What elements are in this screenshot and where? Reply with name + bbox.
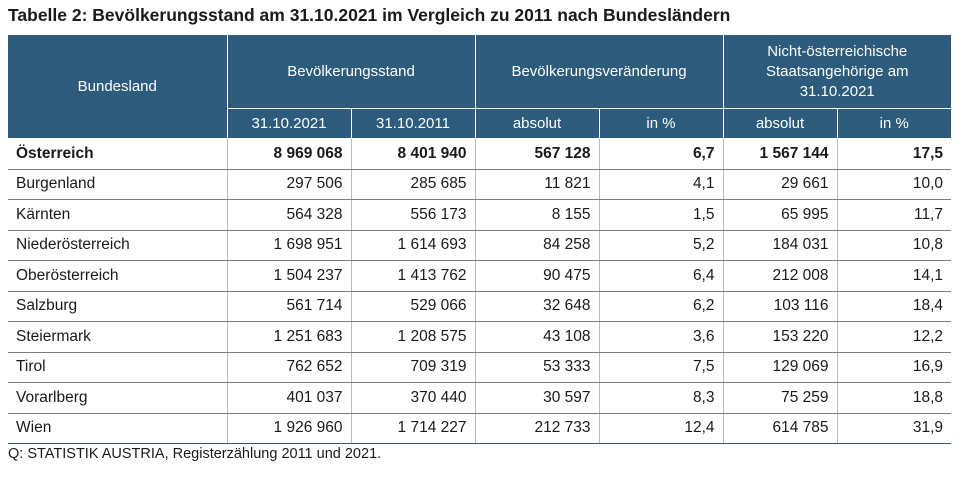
cell-value: 8 155 [475, 199, 600, 231]
cell-bundesland: Österreich [8, 138, 228, 170]
cell-value: 75 259 [723, 382, 838, 414]
cell-value: 6,4 [599, 260, 724, 292]
table-row: Oberösterreich 1 504 237 1 413 762 90 475 6,… [8, 260, 951, 292]
cell-value: 11,7 [837, 199, 951, 231]
cell-value: 6,2 [599, 291, 724, 322]
cell-value: 184 031 [723, 230, 838, 261]
cell-value: 1 926 960 [227, 413, 352, 444]
cell-value: 103 116 [723, 291, 838, 322]
cell-bundesland: Niederösterreich [8, 230, 228, 261]
cell-value: 17,5 [837, 138, 951, 170]
cell-value: 7,5 [599, 352, 724, 383]
cell-value: 564 328 [227, 199, 352, 231]
cell-value: 8 969 068 [227, 138, 352, 170]
header-bevoelkerungsstand: Bevölkerungsstand [226, 34, 476, 109]
cell-value: 11 821 [475, 169, 600, 200]
population-table: Bundesland Bevölkerungsstand Bevölkerung… [8, 34, 951, 444]
cell-value: 212 733 [475, 413, 600, 444]
cell-value: 4,1 [599, 169, 724, 200]
table-row: Steiermark 1 251 683 1 208 575 43 108 3,6 153… [8, 321, 951, 353]
cell-value: 18,4 [837, 291, 951, 322]
cell-value: 1 714 227 [351, 413, 476, 444]
cell-value: 6,7 [599, 138, 724, 170]
source-note: Q: STATISTIK AUSTRIA, Registerzählung 20… [8, 446, 382, 462]
cell-bundesland: Kärnten [8, 199, 228, 231]
table-row: Vorarlberg 401 037 370 440 30 597 8,3 75 259 1… [8, 382, 951, 414]
cell-value: 29 661 [723, 169, 838, 200]
cell-value: 529 066 [351, 291, 476, 322]
cell-value: 10,8 [837, 230, 951, 261]
cell-bundesland: Tirol [8, 352, 228, 383]
table-row: Kärnten 564 328 556 173 8 155 1,5 65 995 11,7 [8, 199, 951, 231]
cell-value: 8,3 [599, 382, 724, 414]
cell-value: 16,9 [837, 352, 951, 383]
cell-value: 31,9 [837, 413, 951, 444]
cell-value: 285 685 [351, 169, 476, 200]
subheader-31-10-2021: 31.10.2021 [226, 108, 352, 139]
table-row: Tirol 762 652 709 319 53 333 7,5 129 069 16,9 [8, 352, 951, 383]
table-row: Burgenland 297 506 285 685 11 821 4,1 29 661 1… [8, 169, 951, 200]
table-title: Tabelle 2: Bevölkerungsstand am 31.10.20… [8, 5, 731, 25]
cell-bundesland: Salzburg [8, 291, 228, 322]
cell-value: 401 037 [227, 382, 352, 414]
cell-value: 1 504 237 [227, 260, 352, 292]
cell-value: 561 714 [227, 291, 352, 322]
cell-value: 3,6 [599, 321, 724, 353]
cell-value: 8 401 940 [351, 138, 476, 170]
cell-bundesland: Vorarlberg [8, 382, 228, 414]
cell-value: 10,0 [837, 169, 951, 200]
cell-value: 297 506 [227, 169, 352, 200]
cell-bundesland: Oberösterreich [8, 260, 228, 292]
subheader-absolut: absolut [722, 108, 838, 139]
table-row: Wien 1 926 960 1 714 227 212 733 12,4 614 785… [8, 413, 951, 444]
cell-bundesland: Steiermark [8, 321, 228, 353]
header-nicht-oesterreichische: Nicht-österreichische Staatsangehörige a… [722, 34, 951, 109]
cell-value: 567 128 [475, 138, 600, 170]
cell-value: 1 208 575 [351, 321, 476, 353]
cell-bundesland: Burgenland [8, 169, 228, 200]
subheader-in-prozent: in % [598, 108, 724, 139]
cell-value: 614 785 [723, 413, 838, 444]
cell-value: 65 995 [723, 199, 838, 231]
cell-value: 43 108 [475, 321, 600, 353]
subheader-absolut: absolut [474, 108, 600, 139]
cell-value: 709 319 [351, 352, 476, 383]
cell-value: 556 173 [351, 199, 476, 231]
cell-value: 18,8 [837, 382, 951, 414]
cell-value: 762 652 [227, 352, 352, 383]
cell-value: 1 614 693 [351, 230, 476, 261]
cell-value: 12,2 [837, 321, 951, 353]
cell-value: 1 567 144 [723, 138, 838, 170]
cell-value: 14,1 [837, 260, 951, 292]
cell-value: 53 333 [475, 352, 600, 383]
header-bundesland: Bundesland [8, 34, 228, 139]
cell-value: 84 258 [475, 230, 600, 261]
header-bevoelkerungsveraenderung: Bevölkerungsveränderung [474, 34, 724, 109]
table-row: Salzburg 561 714 529 066 32 648 6,2 103 116 18… [8, 291, 951, 322]
table-row: Niederösterreich 1 698 951 1 614 693 84 258… [8, 230, 951, 261]
table-row: Österreich 8 969 068 8 401 940 567 128 6,7 1 … [8, 138, 951, 170]
cell-value: 5,2 [599, 230, 724, 261]
cell-value: 1,5 [599, 199, 724, 231]
cell-value: 12,4 [599, 413, 724, 444]
subheader-31-10-2011: 31.10.2011 [350, 108, 476, 139]
cell-value: 30 597 [475, 382, 600, 414]
cell-value: 1 698 951 [227, 230, 352, 261]
cell-bundesland: Wien [8, 413, 228, 444]
cell-value: 1 413 762 [351, 260, 476, 292]
table-body: Österreich 8 969 068 8 401 940 567 128 6,7 1 … [8, 138, 951, 444]
cell-value: 153 220 [723, 321, 838, 353]
cell-value: 32 648 [475, 291, 600, 322]
cell-value: 129 069 [723, 352, 838, 383]
cell-value: 1 251 683 [227, 321, 352, 353]
cell-value: 90 475 [475, 260, 600, 292]
cell-value: 370 440 [351, 382, 476, 414]
cell-value: 212 008 [723, 260, 838, 292]
subheader-in-prozent: in % [836, 108, 951, 139]
